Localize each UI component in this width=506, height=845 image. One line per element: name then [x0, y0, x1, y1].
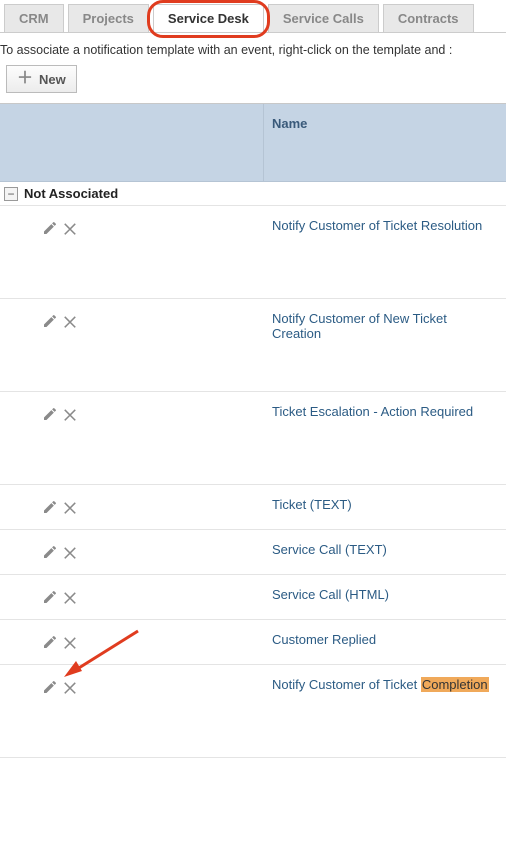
- row-actions: [24, 299, 264, 391]
- intro-text: To associate a notification template wit…: [0, 33, 506, 63]
- row-expand-spacer: [0, 530, 24, 574]
- row-name: Notify Customer of New Ticket Creation: [264, 299, 506, 391]
- row-name: Notify Customer of Ticket Resolution: [264, 206, 506, 298]
- tab-contracts[interactable]: Contracts: [383, 4, 474, 32]
- tab-projects[interactable]: Projects: [68, 4, 149, 32]
- pencil-icon[interactable]: [40, 497, 60, 517]
- x-icon[interactable]: [60, 497, 80, 517]
- tab-crm[interactable]: CRM: [4, 4, 64, 32]
- row-actions: [24, 530, 264, 574]
- grid-header: Name: [0, 104, 506, 182]
- pencil-icon[interactable]: [40, 218, 60, 238]
- row-name: Notify Customer of Ticket Completion: [264, 665, 506, 757]
- row-actions: [24, 206, 264, 298]
- group-label: Not Associated: [24, 186, 118, 201]
- pencil-icon[interactable]: [40, 677, 60, 697]
- pencil-icon[interactable]: [40, 404, 60, 424]
- table-row[interactable]: Notify Customer of Ticket Completion: [0, 665, 506, 758]
- table-row[interactable]: Notify Customer of New Ticket Creation: [0, 299, 506, 392]
- pencil-icon[interactable]: [40, 587, 60, 607]
- row-name: Ticket (TEXT): [264, 485, 506, 529]
- row-name: Service Call (TEXT): [264, 530, 506, 574]
- row-actions: [24, 575, 264, 619]
- row-actions: [24, 485, 264, 529]
- row-expand-spacer: [0, 620, 24, 664]
- tab-service-desk[interactable]: Service Desk: [153, 4, 264, 32]
- header-expand-col: [0, 104, 24, 181]
- pencil-icon[interactable]: [40, 632, 60, 652]
- table-row[interactable]: Notify Customer of Ticket Resolution: [0, 206, 506, 299]
- x-icon[interactable]: [60, 404, 80, 424]
- pencil-icon[interactable]: [40, 311, 60, 331]
- header-name-col[interactable]: Name: [264, 104, 506, 181]
- row-expand-spacer: [0, 665, 24, 757]
- table-row[interactable]: Ticket (TEXT): [0, 485, 506, 530]
- pencil-icon[interactable]: [40, 542, 60, 562]
- text-highlight: Completion: [421, 677, 489, 692]
- x-icon[interactable]: [60, 632, 80, 652]
- row-expand-spacer: [0, 299, 24, 391]
- plus-icon: ＋: [17, 71, 33, 87]
- header-actions-col: [24, 104, 264, 181]
- tab-service-calls[interactable]: Service Calls: [268, 4, 379, 32]
- table-row[interactable]: Service Call (TEXT): [0, 530, 506, 575]
- table-row[interactable]: Service Call (HTML): [0, 575, 506, 620]
- x-icon[interactable]: [60, 677, 80, 697]
- x-icon[interactable]: [60, 218, 80, 238]
- row-name: Ticket Escalation - Action Required: [264, 392, 506, 484]
- row-actions: [24, 620, 264, 664]
- new-button-label: New: [39, 72, 66, 87]
- row-expand-spacer: [0, 392, 24, 484]
- row-expand-spacer: [0, 575, 24, 619]
- row-name: Customer Replied: [264, 620, 506, 664]
- row-actions: [24, 665, 264, 757]
- row-expand-spacer: [0, 206, 24, 298]
- group-collapse-toggle[interactable]: −: [4, 187, 18, 201]
- table-row[interactable]: Ticket Escalation - Action Required: [0, 392, 506, 485]
- group-row-not-associated[interactable]: − Not Associated: [0, 182, 506, 206]
- x-icon[interactable]: [60, 542, 80, 562]
- tab-bar: CRMProjectsService DeskService CallsCont…: [0, 0, 506, 33]
- template-grid: Name − Not Associated Notify Customer of…: [0, 103, 506, 758]
- row-actions: [24, 392, 264, 484]
- x-icon[interactable]: [60, 311, 80, 331]
- table-row[interactable]: Customer Replied: [0, 620, 506, 665]
- row-expand-spacer: [0, 485, 24, 529]
- row-name: Service Call (HTML): [264, 575, 506, 619]
- new-button[interactable]: ＋ New: [6, 65, 77, 93]
- x-icon[interactable]: [60, 587, 80, 607]
